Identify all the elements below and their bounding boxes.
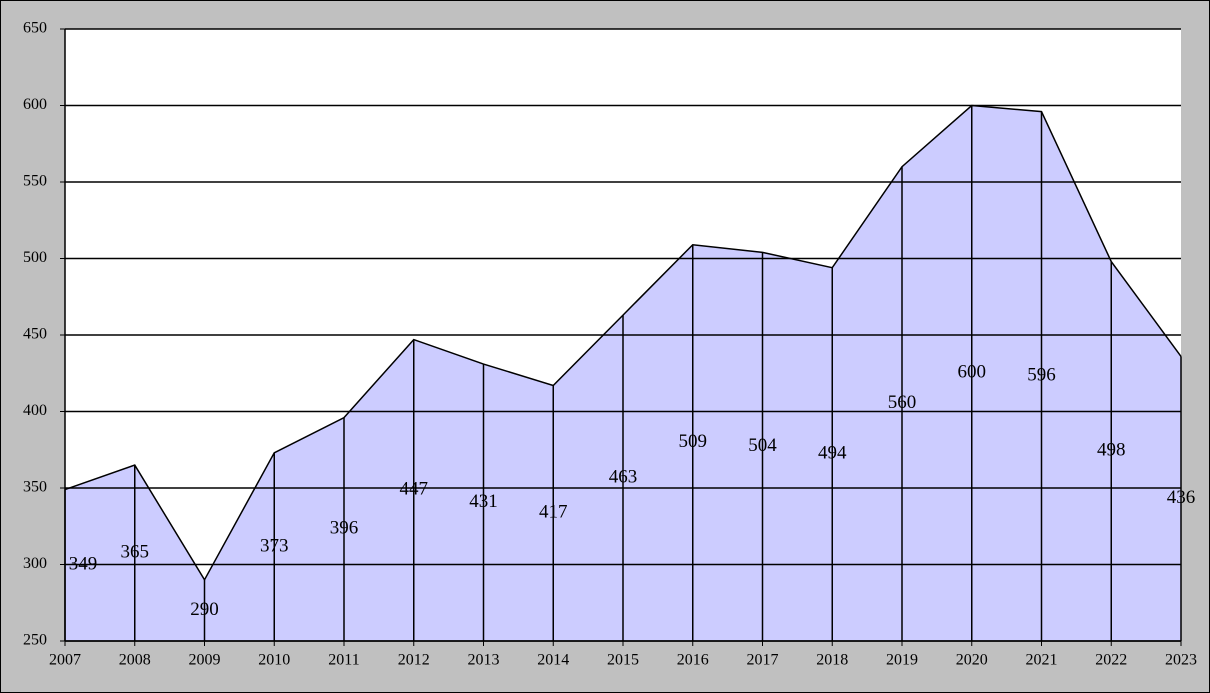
y-tick-label: 250 <box>23 632 47 649</box>
x-tick-label: 2017 <box>747 652 779 669</box>
data-label: 373 <box>260 535 289 556</box>
data-label: 365 <box>121 541 150 562</box>
x-tick-label: 2010 <box>258 652 290 669</box>
data-label: 431 <box>469 491 498 512</box>
data-label: 596 <box>1027 365 1056 386</box>
x-tick-label: 2008 <box>119 652 151 669</box>
data-label: 290 <box>190 599 219 620</box>
area-line <box>64 104 1182 582</box>
y-tick-label: 300 <box>23 555 47 572</box>
y-tick-label: 600 <box>23 96 47 113</box>
y-tick-label: 350 <box>23 479 47 496</box>
y-tick-label: 500 <box>23 249 47 266</box>
data-label: 447 <box>400 479 429 500</box>
x-tick-label: 2021 <box>1026 652 1058 669</box>
y-tick-label: 400 <box>23 402 47 419</box>
x-tick-label: 2023 <box>1165 652 1197 669</box>
x-tick-label: 2009 <box>189 652 221 669</box>
y-tick-label: 450 <box>23 326 47 343</box>
x-tick-label: 2015 <box>607 652 639 669</box>
data-label: 498 <box>1097 440 1126 461</box>
data-label: 417 <box>539 502 568 523</box>
x-tick-label: 2007 <box>49 652 81 669</box>
x-tick-label: 2014 <box>537 652 569 669</box>
y-tick-label: 550 <box>23 173 47 190</box>
data-label: 463 <box>609 466 638 487</box>
x-tick-label: 2022 <box>1095 652 1127 669</box>
x-tick-label: 2020 <box>956 652 988 669</box>
data-label: 509 <box>679 431 708 452</box>
x-tick-label: 2011 <box>328 652 359 669</box>
x-tick-label: 2012 <box>398 652 430 669</box>
data-label: 349 <box>69 554 98 575</box>
data-label: 494 <box>818 443 847 464</box>
x-tick-label: 2016 <box>677 652 709 669</box>
x-tick-label: 2013 <box>468 652 500 669</box>
data-label: 600 <box>958 362 987 383</box>
y-tick-label: 650 <box>23 20 47 37</box>
data-label: 560 <box>888 392 917 413</box>
data-label: 436 <box>1167 487 1196 508</box>
data-label: 396 <box>330 518 359 539</box>
x-tick-label: 2019 <box>886 652 918 669</box>
x-tick-label: 2018 <box>816 652 848 669</box>
data-label: 504 <box>748 435 777 456</box>
